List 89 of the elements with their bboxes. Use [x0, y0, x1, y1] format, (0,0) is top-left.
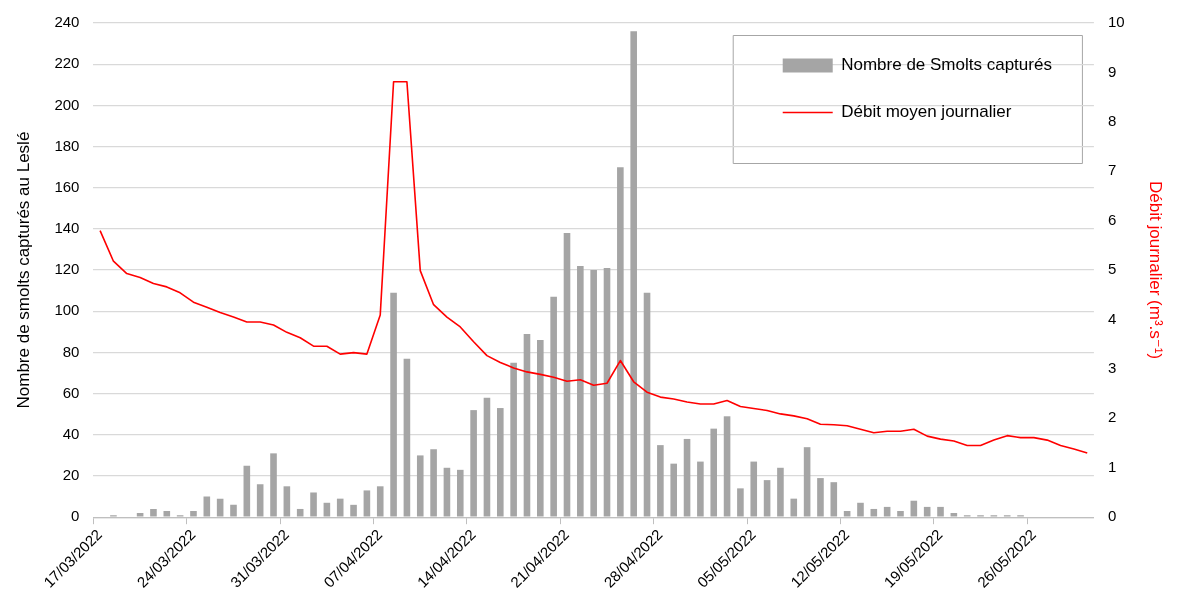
bar [336, 498, 344, 517]
legend-label: Nombre de Smolts capturés [841, 55, 1052, 75]
bar [643, 292, 651, 517]
bar [310, 492, 317, 517]
bar [363, 490, 371, 517]
bar [883, 506, 891, 517]
bar [390, 292, 397, 517]
bar [523, 333, 531, 517]
bar [763, 480, 771, 517]
y2-tick-label: 6 [1107, 210, 1117, 228]
bar [470, 410, 477, 517]
bar [683, 438, 691, 517]
bar [203, 496, 211, 517]
bar [163, 511, 171, 517]
y2-axis-title: Débit journalier (m³.s⁻¹) [1146, 181, 1166, 360]
y-tick-label: 40 [62, 424, 80, 442]
bar [790, 498, 798, 517]
bar [510, 362, 517, 517]
bar [657, 445, 664, 517]
bar [937, 506, 944, 517]
bar [496, 408, 504, 517]
bar [256, 484, 264, 517]
bar [843, 511, 851, 517]
y-axis-title: Nombre de smolts capturés au Leslé [13, 131, 33, 409]
bar [376, 486, 384, 517]
bar [537, 340, 544, 517]
y-tick-label: 100 [54, 301, 80, 319]
y2-tick-label: 7 [1107, 161, 1117, 179]
bar [817, 478, 824, 517]
bar [617, 167, 624, 517]
bar [697, 461, 704, 517]
bar [670, 463, 678, 517]
bar [803, 447, 811, 517]
bar [216, 498, 224, 517]
bar [577, 265, 584, 517]
y2-tick-label: 5 [1107, 260, 1117, 278]
y2-tick-label: 0 [1107, 507, 1117, 525]
y-tick-label: 120 [54, 260, 80, 278]
bar [190, 511, 197, 517]
bar [456, 469, 464, 517]
bar [243, 465, 251, 517]
bar [603, 268, 611, 517]
bar [403, 358, 411, 517]
y2-tick-label: 1 [1107, 457, 1117, 475]
bar [563, 233, 571, 517]
y2-tick-label: 2 [1107, 408, 1117, 426]
bar [830, 482, 838, 517]
bar [443, 467, 451, 517]
y-tick-label: 80 [62, 342, 80, 360]
y2-tick-label: 8 [1107, 111, 1117, 129]
bar [323, 502, 331, 517]
bar [230, 504, 237, 517]
y-tick-label: 240 [54, 13, 80, 31]
y2-tick-label: 9 [1107, 62, 1117, 80]
bar [483, 397, 491, 517]
bar [350, 504, 357, 517]
y2-tick-label: 3 [1107, 359, 1117, 377]
bar [136, 513, 144, 517]
bar [923, 506, 931, 517]
y2-tick-label: 4 [1107, 309, 1117, 327]
bar [710, 428, 718, 517]
y-tick-label: 200 [54, 95, 80, 113]
bar [750, 461, 758, 517]
bar [897, 511, 904, 517]
bar [630, 31, 637, 517]
y-tick-label: 220 [54, 54, 80, 72]
bar [270, 453, 277, 517]
bar [870, 508, 878, 517]
bar [777, 467, 784, 517]
bar [416, 455, 424, 517]
bar [737, 488, 744, 517]
bar [590, 270, 597, 517]
y-tick-label: 160 [54, 177, 80, 195]
bar [296, 508, 304, 517]
y-tick-label: 140 [54, 219, 80, 237]
y2-tick-label: 10 [1107, 13, 1125, 31]
y-tick-label: 0 [71, 507, 80, 525]
bar [150, 508, 157, 517]
bar [910, 500, 918, 517]
bar [950, 513, 958, 517]
y-tick-label: 180 [54, 136, 80, 154]
bar [550, 296, 557, 517]
bar [857, 502, 864, 517]
y-tick-label: 60 [62, 383, 80, 401]
bar [283, 486, 291, 517]
legend-label: Débit moyen journalier [841, 102, 1012, 122]
y-tick-label: 20 [62, 466, 80, 484]
bar [723, 416, 731, 517]
bar [430, 449, 437, 517]
